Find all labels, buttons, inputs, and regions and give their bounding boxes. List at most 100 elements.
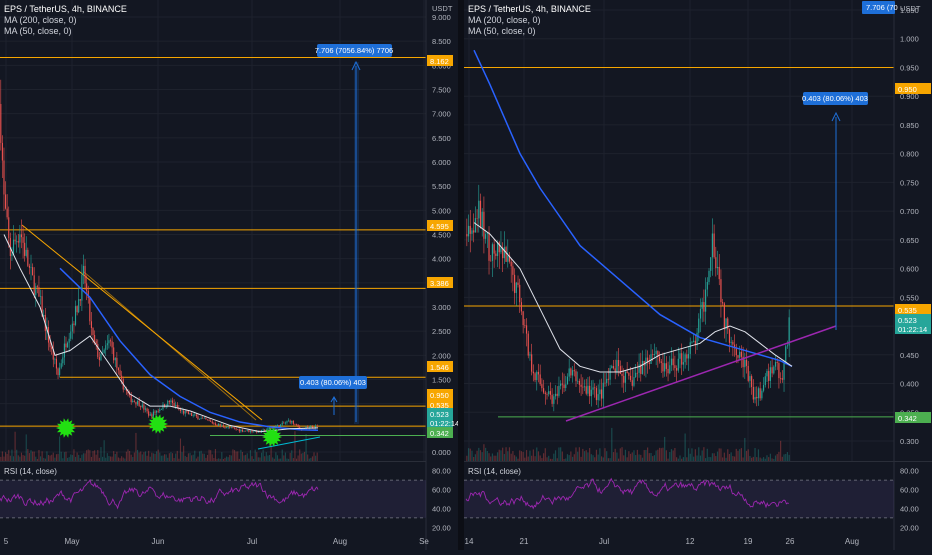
volume-bar bbox=[708, 456, 710, 461]
candle-body bbox=[711, 233, 714, 258]
volume-bar bbox=[203, 453, 205, 461]
right-time-axis[interactable]: 14 21 Jul 12 19 26 Aug bbox=[465, 537, 860, 546]
candle-body bbox=[140, 406, 142, 408]
right-ma50-legend[interactable]: MA (50, close, 0) bbox=[468, 26, 536, 36]
volume-bar bbox=[165, 454, 167, 461]
price-tag bbox=[427, 417, 453, 428]
left-projection-small[interactable] bbox=[330, 396, 338, 415]
volume-bar bbox=[294, 431, 296, 461]
candle-body bbox=[529, 354, 531, 356]
right-price-pane[interactable] bbox=[464, 0, 894, 461]
volume-bar bbox=[486, 451, 488, 461]
time-tick-label: Jul bbox=[247, 537, 257, 546]
left-time-axis[interactable]: 5 May Jun Jul Aug Se bbox=[4, 537, 430, 546]
left-projection-big[interactable] bbox=[351, 60, 361, 424]
right-projection[interactable] bbox=[831, 111, 841, 330]
right-rsi-pane[interactable]: RSI (14, close) 80.00 60.00 40.00 20.00 bbox=[464, 467, 919, 533]
candle-body bbox=[672, 358, 674, 366]
candle-body bbox=[645, 357, 647, 366]
volume-bar bbox=[498, 449, 500, 461]
candle-body bbox=[39, 296, 42, 297]
volume-bar bbox=[289, 452, 291, 461]
candle-body bbox=[219, 423, 221, 426]
volume-bar bbox=[229, 454, 231, 461]
volume-bar bbox=[186, 457, 188, 461]
candle-body bbox=[202, 418, 204, 419]
price-tag-text: 0.523 bbox=[430, 410, 449, 419]
left-uptrend-line[interactable] bbox=[257, 436, 321, 450]
candle-body bbox=[65, 343, 67, 348]
candle-body bbox=[469, 225, 471, 234]
left-ma200-legend[interactable]: MA (200, close, 0) bbox=[4, 15, 77, 25]
volume-bar bbox=[70, 454, 72, 461]
candle-body bbox=[474, 218, 476, 233]
left-downtrend-line-2[interactable] bbox=[83, 271, 257, 421]
volume-bar bbox=[275, 452, 277, 461]
left-price-pane[interactable] bbox=[0, 0, 426, 461]
candle-body bbox=[565, 384, 567, 388]
volume-bar bbox=[662, 447, 664, 461]
price-tag bbox=[895, 83, 931, 94]
volume-bar bbox=[213, 457, 215, 461]
candle-body bbox=[606, 378, 608, 383]
candle-body bbox=[62, 357, 64, 364]
right-ma200-legend[interactable]: MA (200, close, 0) bbox=[468, 15, 541, 25]
rsi-label[interactable]: RSI (14, close) bbox=[468, 467, 521, 476]
right-symbol-title[interactable]: EPS / TetherUS, 4h, BINANCE bbox=[468, 4, 591, 14]
candle-body bbox=[778, 363, 780, 379]
volume-bar bbox=[691, 448, 693, 461]
left-symbol-title[interactable]: EPS / TetherUS, 4h, BINANCE bbox=[4, 4, 127, 14]
price-tick-label: 8.500 bbox=[432, 37, 451, 46]
volume-bar bbox=[39, 456, 42, 461]
volume-bar bbox=[276, 455, 279, 461]
candle-body bbox=[696, 332, 698, 346]
volume-bar bbox=[141, 454, 143, 461]
volume-bar bbox=[619, 448, 621, 461]
volume-bar bbox=[17, 455, 19, 461]
left-rsi-pane[interactable]: RSI (14, close) 80.00 60.00 40.00 20.00 bbox=[0, 467, 451, 533]
left-signal-markers bbox=[56, 414, 282, 447]
volume-bar bbox=[752, 456, 754, 461]
time-tick-label: 5 bbox=[4, 537, 9, 546]
candle-body bbox=[170, 400, 172, 403]
price-tag bbox=[895, 412, 931, 423]
volume-bar bbox=[129, 450, 131, 461]
candle-body bbox=[76, 306, 78, 313]
volume-bar bbox=[114, 453, 116, 461]
candle-body bbox=[578, 380, 580, 385]
volume-bar bbox=[125, 451, 127, 461]
right-uptrend-line[interactable] bbox=[565, 325, 837, 422]
volume-bar bbox=[143, 452, 145, 461]
candle-body bbox=[165, 406, 167, 408]
candle-body bbox=[149, 414, 151, 416]
volume-bar bbox=[583, 451, 586, 461]
volume-bar bbox=[478, 447, 480, 461]
candle-body bbox=[241, 429, 244, 432]
candle-body bbox=[542, 388, 545, 393]
volume-bar bbox=[224, 457, 226, 461]
left-chart[interactable]: 7.706 (7056.84%) 7706 0.403 (80.06%) 403… bbox=[0, 0, 459, 550]
volume-bar bbox=[299, 449, 301, 461]
candle-body bbox=[79, 299, 81, 301]
volume-bar bbox=[536, 447, 538, 461]
volume-bar bbox=[507, 451, 509, 461]
candle-body bbox=[157, 410, 159, 412]
rsi-label[interactable]: RSI (14, close) bbox=[4, 467, 57, 476]
candle-body bbox=[268, 428, 271, 429]
candle-body bbox=[582, 386, 584, 388]
candle-body bbox=[52, 348, 54, 360]
right-chart[interactable]: 0.403 (80.06%) 403 1.0501.0000.9500.9000… bbox=[464, 0, 932, 550]
left-ma50-legend[interactable]: MA (50, close, 0) bbox=[4, 26, 72, 36]
candle-body bbox=[745, 359, 748, 366]
candle-body bbox=[532, 371, 534, 374]
volume-bar bbox=[580, 456, 582, 461]
price-tag bbox=[427, 399, 453, 410]
volume-bar bbox=[502, 447, 504, 461]
candle-body bbox=[471, 230, 473, 234]
volume-bar bbox=[270, 442, 272, 461]
volume-bar bbox=[243, 455, 245, 461]
candle-body bbox=[5, 194, 7, 209]
candle-body bbox=[281, 422, 283, 425]
candle-body bbox=[478, 200, 480, 219]
volume-bar bbox=[103, 440, 105, 461]
